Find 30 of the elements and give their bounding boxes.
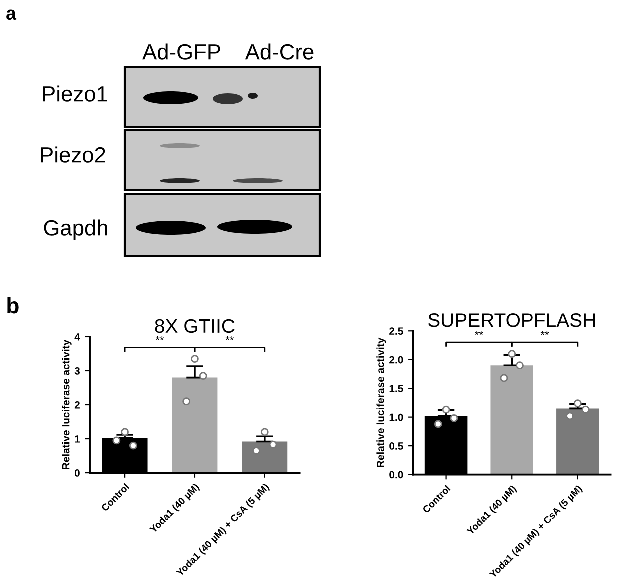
chart-title: 8X GTIIC	[155, 319, 235, 334]
y-tick-label: 3	[74, 367, 80, 375]
y-tick-label: 0.0	[390, 471, 404, 479]
y-tick-label: 1.0	[390, 414, 404, 422]
text: b	[8, 297, 19, 314]
bar	[172, 378, 218, 474]
bar	[242, 442, 288, 474]
bar	[490, 366, 534, 475]
y-tick-label: 1	[75, 436, 80, 443]
annotation: **	[156, 336, 164, 340]
annotation: **	[540, 331, 550, 336]
y-tick-label: 2	[74, 402, 80, 409]
y-tick-label: 1.5	[390, 385, 404, 392]
y-tick-label: 4	[74, 334, 80, 341]
text: Piezo2	[41, 146, 106, 163]
bar	[556, 408, 600, 475]
text: Piezo1	[43, 86, 108, 102]
text: a	[6, 10, 17, 20]
text: Gapdh	[44, 220, 108, 240]
y-axis-title: Relative luciferase activity	[62, 340, 72, 470]
y-tick-label: 0.5	[390, 442, 404, 450]
text: Ad-Cre	[245, 44, 314, 60]
text: Ad-GFP	[142, 44, 220, 60]
y-tick-label: 0	[74, 470, 80, 477]
y-axis-title: Relative luciferase activity	[376, 338, 386, 468]
y-tick-label: 2.5	[390, 328, 404, 336]
y-tick-label: 2.0	[390, 356, 404, 364]
chart-title: SUPERTOPFLASH	[428, 314, 595, 328]
annotation: **	[226, 336, 234, 340]
annotation: **	[475, 331, 484, 336]
